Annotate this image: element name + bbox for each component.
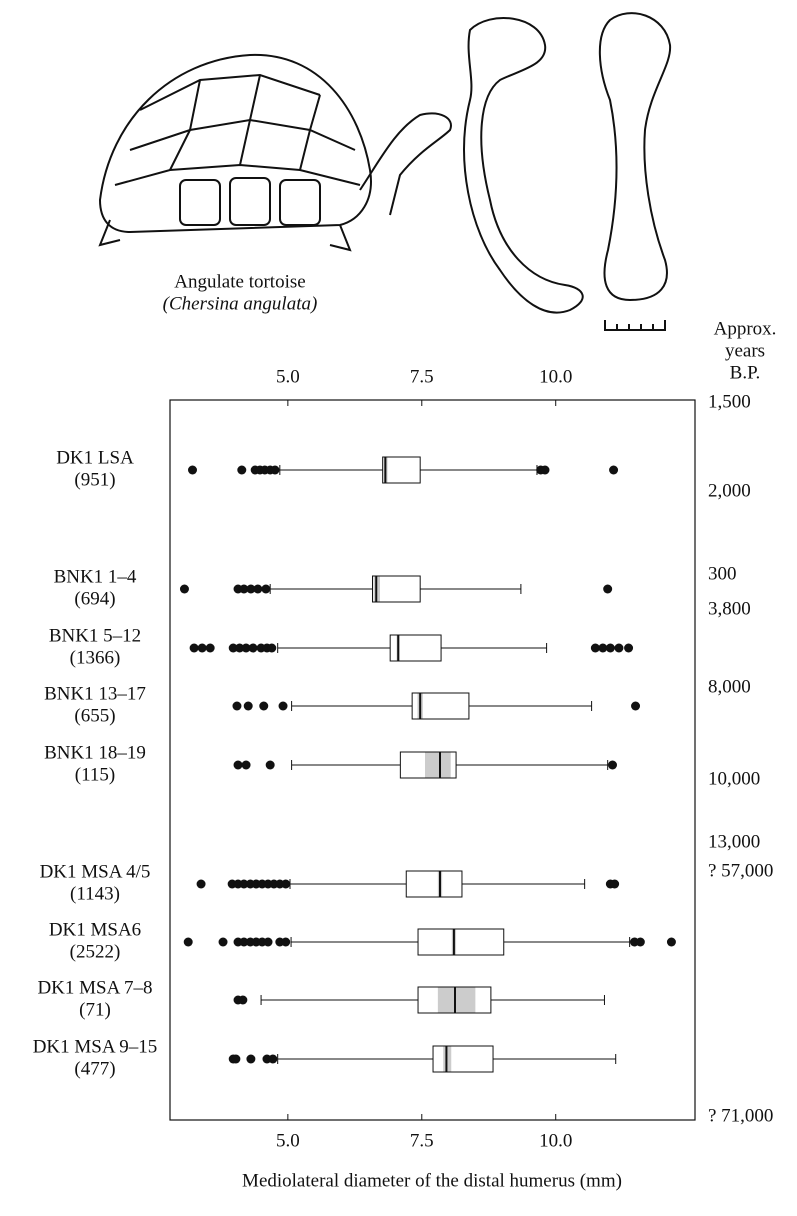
x-tick-label: 10.0 <box>539 1130 572 1151</box>
outlier <box>667 938 676 947</box>
chart: Angulate tortoise (Chersina angulata) Me… <box>0 0 797 1216</box>
year-label: 10,000 <box>708 768 760 789</box>
year-label: ? 71,000 <box>708 1105 773 1126</box>
outlier <box>259 702 268 711</box>
outlier <box>190 644 199 653</box>
outlier <box>249 644 258 653</box>
outlier <box>281 880 290 889</box>
category-label: BNK1 13–17 <box>44 683 146 704</box>
outlier <box>610 880 619 889</box>
outlier <box>253 585 262 594</box>
outlier <box>237 466 246 475</box>
year-label: 300 <box>708 563 737 584</box>
x-axis-label: Mediolateral diameter of the distal hume… <box>242 1170 622 1191</box>
notch <box>425 753 451 778</box>
x-tick-label: 7.5 <box>410 1130 434 1151</box>
humerus-illustration <box>464 13 670 312</box>
outlier <box>624 644 633 653</box>
sample-size: (1366) <box>70 647 121 668</box>
outlier <box>198 644 207 653</box>
sample-size: (951) <box>74 469 115 490</box>
outlier <box>609 466 618 475</box>
right-axis-title: B.P. <box>730 362 761 383</box>
outlier <box>232 702 241 711</box>
outlier <box>631 702 640 711</box>
sample-size: (2522) <box>70 941 121 962</box>
outlier <box>606 644 615 653</box>
sample-size: (115) <box>75 764 115 785</box>
category-label: DK1 LSA <box>56 447 134 468</box>
x-tick-label: 10.0 <box>539 366 572 387</box>
right-axis-title: years <box>725 340 765 361</box>
category-label: BNK1 18–19 <box>44 742 146 763</box>
category-label: DK1 MSA 7–8 <box>37 977 152 998</box>
year-label: 3,800 <box>708 598 751 619</box>
outlier <box>234 761 243 770</box>
outlier <box>184 938 193 947</box>
scale-bar <box>605 320 665 330</box>
outlier <box>246 1055 255 1064</box>
year-label: 1,500 <box>708 391 751 412</box>
category-label: DK1 MSA 4/5 <box>40 861 151 882</box>
sample-size: (1143) <box>70 883 120 904</box>
outlier <box>264 938 273 947</box>
year-label: 2,000 <box>708 480 751 501</box>
outlier <box>636 938 645 947</box>
outlier <box>271 466 280 475</box>
box <box>383 457 421 483</box>
outlier <box>603 585 612 594</box>
outlier <box>279 702 288 711</box>
outlier <box>242 761 251 770</box>
sample-size: (694) <box>74 588 115 609</box>
outlier <box>197 880 206 889</box>
outlier <box>268 1055 277 1064</box>
outlier <box>541 466 550 475</box>
outlier <box>244 702 253 711</box>
x-tick-label: 7.5 <box>410 366 434 387</box>
outlier <box>608 761 617 770</box>
outlier <box>231 1055 240 1064</box>
category-label: BNK1 1–4 <box>54 566 137 587</box>
year-label: 13,000 <box>708 831 760 852</box>
sample-size: (477) <box>74 1058 115 1079</box>
illustration-species: (Chersina angulata) <box>163 293 318 314</box>
outlier <box>188 466 197 475</box>
illustration-caption: Angulate tortoise <box>174 271 305 292</box>
notch <box>438 988 476 1013</box>
outlier <box>206 644 215 653</box>
year-label: 8,000 <box>708 676 751 697</box>
x-tick-label: 5.0 <box>276 1130 300 1151</box>
outlier <box>238 996 247 1005</box>
category-label: DK1 MSA 9–15 <box>33 1036 158 1057</box>
outlier <box>614 644 623 653</box>
box <box>433 1046 493 1072</box>
box <box>406 871 462 897</box>
box <box>418 929 504 955</box>
right-axis-title: Approx. <box>714 318 777 339</box>
year-label: ? 57,000 <box>708 860 773 881</box>
sample-size: (71) <box>79 999 111 1020</box>
outlier <box>180 585 189 594</box>
category-label: BNK1 5–12 <box>49 625 141 646</box>
sample-size: (655) <box>74 705 115 726</box>
tortoise-illustration <box>100 55 451 250</box>
outlier <box>261 585 270 594</box>
outlier <box>281 938 290 947</box>
outlier <box>219 938 228 947</box>
x-tick-label: 5.0 <box>276 366 300 387</box>
outlier <box>267 644 276 653</box>
outlier <box>266 761 275 770</box>
category-label: DK1 MSA6 <box>49 919 141 940</box>
